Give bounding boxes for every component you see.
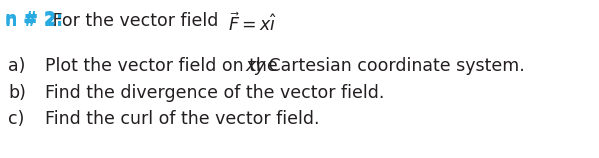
Text: For the vector field: For the vector field <box>47 12 224 30</box>
Text: Find the divergence of the vector field.: Find the divergence of the vector field. <box>45 84 385 102</box>
Text: n # 2:: n # 2: <box>5 12 63 30</box>
Text: xy: xy <box>245 57 265 75</box>
Text: c): c) <box>8 110 25 128</box>
Text: Find the curl of the vector field.: Find the curl of the vector field. <box>45 110 319 128</box>
Text: a): a) <box>8 57 25 75</box>
Text: b): b) <box>8 84 26 102</box>
Text: Cartesian coordinate system.: Cartesian coordinate system. <box>263 57 525 75</box>
Text: Plot the vector field on the: Plot the vector field on the <box>45 57 283 75</box>
Text: $\vec{F} = x\hat{\imath}$: $\vec{F} = x\hat{\imath}$ <box>228 12 277 35</box>
Text: n # 2:: n # 2: <box>5 10 63 28</box>
